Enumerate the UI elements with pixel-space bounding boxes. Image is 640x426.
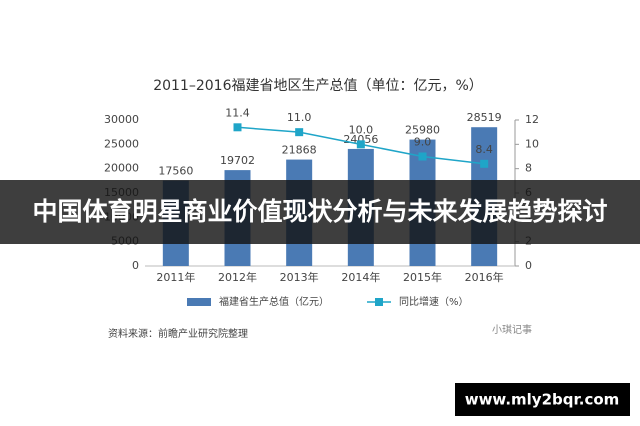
bar-value-label: 25980 bbox=[405, 124, 440, 137]
source: 资料来源：前瞻产业研究院整理 bbox=[108, 327, 248, 340]
line-marker bbox=[356, 140, 365, 149]
legend-label: 福建省生产总值（亿元） bbox=[219, 295, 329, 308]
x-tick-label: 2015年 bbox=[403, 270, 442, 284]
line-value-label: 10.0 bbox=[349, 123, 374, 136]
bar-value-label: 28519 bbox=[467, 111, 502, 124]
y2-tick-label: 10 bbox=[525, 137, 539, 150]
bar-value-label: 21868 bbox=[282, 144, 317, 157]
url-box bbox=[455, 383, 630, 416]
y2-tick-label: 12 bbox=[525, 113, 539, 126]
y-tick-label: 30000 bbox=[104, 113, 139, 126]
bar-value-label: 19702 bbox=[220, 154, 255, 167]
line-marker bbox=[480, 159, 489, 168]
watermark: 小琪记事 bbox=[492, 323, 532, 336]
url: www.mly2bqr.com bbox=[465, 391, 620, 409]
legend-swatch bbox=[375, 298, 383, 306]
line-marker bbox=[233, 123, 242, 132]
line-marker bbox=[418, 152, 427, 161]
line-value-label: 9.0 bbox=[414, 136, 432, 149]
line-marker bbox=[295, 128, 304, 137]
line-value-label: 11.0 bbox=[287, 111, 312, 124]
y-tick-label: 25000 bbox=[104, 137, 139, 150]
legend-swatch bbox=[187, 298, 211, 306]
line-value-label: 11.4 bbox=[225, 106, 250, 119]
x-tick-label: 2012年 bbox=[218, 270, 257, 284]
x-tick-label: 2011年 bbox=[156, 270, 195, 284]
bar-value-label: 17560 bbox=[158, 165, 193, 178]
line-value-label: 8.4 bbox=[475, 143, 493, 156]
x-tick-label: 2016年 bbox=[465, 270, 504, 284]
legend-label: 同比增速（%） bbox=[399, 295, 469, 308]
y-tick-label: 0 bbox=[132, 259, 139, 272]
banner-title: 中国体育明星商业价值现状分析与未来发展趋势探讨 bbox=[32, 197, 607, 226]
y2-tick-label: 8 bbox=[525, 162, 532, 175]
x-tick-label: 2013年 bbox=[280, 270, 319, 284]
chart-title: 2011–2016福建省地区生产总值（单位：亿元，%） bbox=[153, 78, 483, 94]
y-tick-label: 20000 bbox=[104, 162, 139, 175]
y2-tick-label: 0 bbox=[525, 259, 532, 272]
banner-bg bbox=[0, 180, 640, 244]
x-tick-label: 2014年 bbox=[341, 270, 380, 284]
